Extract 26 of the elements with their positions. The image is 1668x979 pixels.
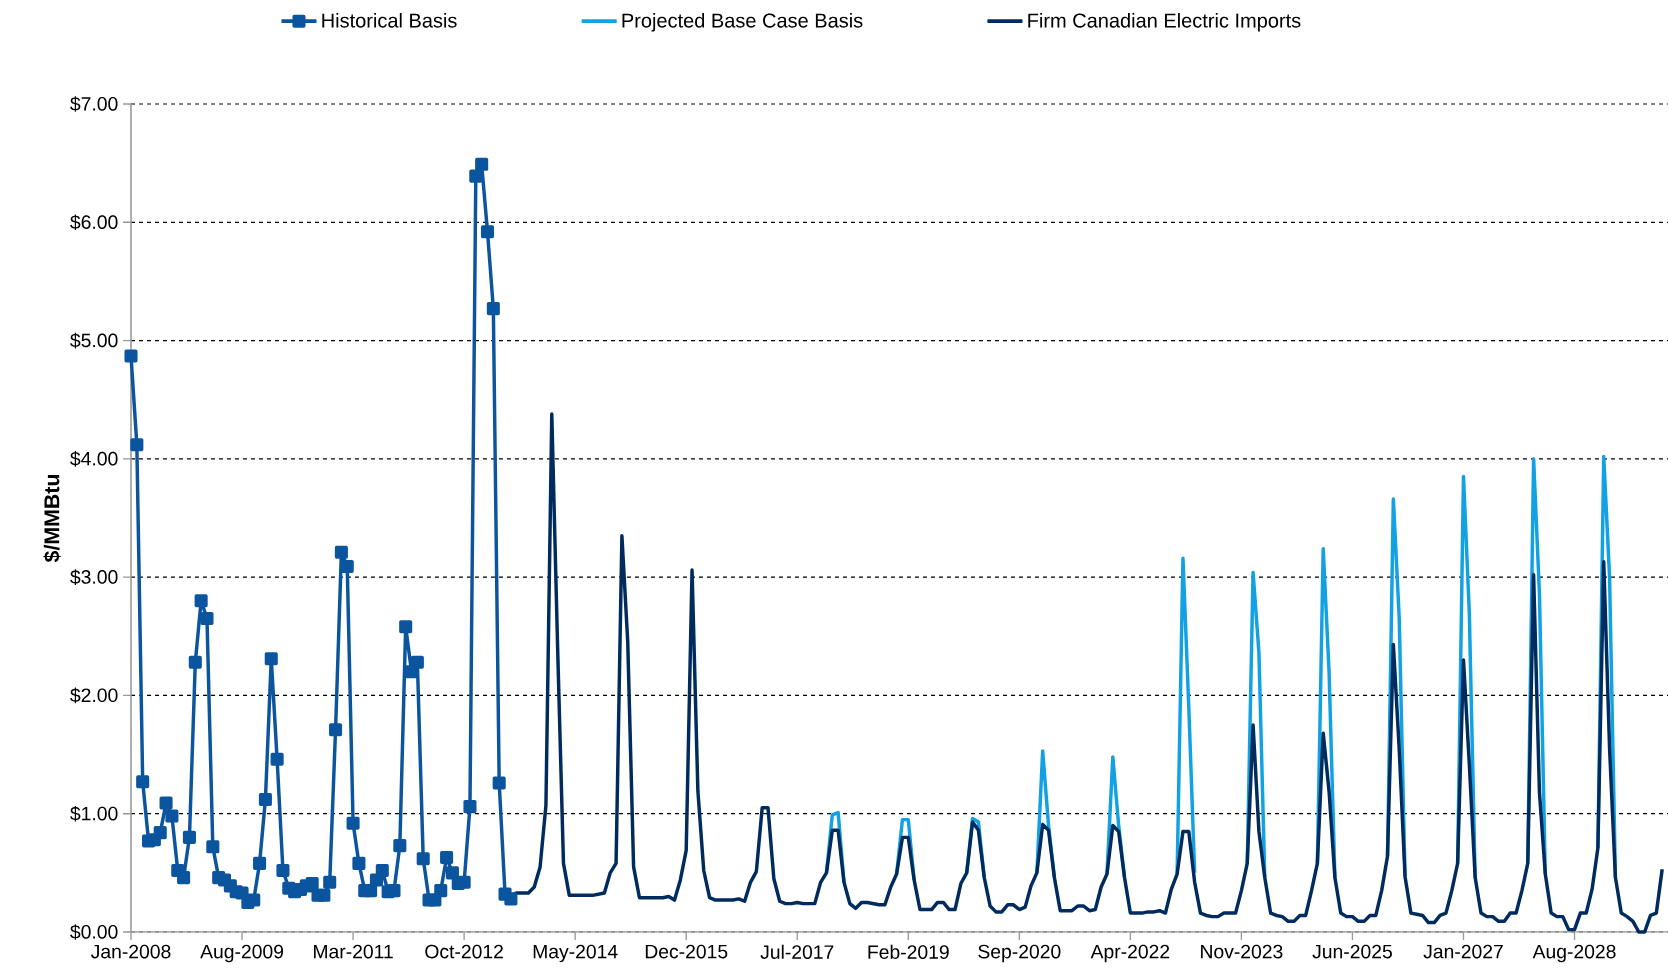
y-tick-label: $4.00	[70, 451, 118, 467]
x-tick-label: Apr-2022	[1090, 944, 1170, 963]
x-tick-label: Jan-2008	[90, 944, 171, 959]
legend-label: Firm Canadian Electric Imports	[1028, 12, 1301, 32]
legend-label: Projected Base Case Basis	[622, 12, 863, 32]
x-tick-label: Nov-2023	[1201, 944, 1283, 959]
x-tick-label: Jun-2025	[1312, 944, 1392, 959]
y-tick-label: $3.00	[70, 569, 118, 585]
x-tick-label: Jan-2027	[1423, 944, 1503, 959]
x-tick-label: Mar-2011	[314, 944, 393, 959]
y-tick-label: $6.00	[70, 214, 118, 231]
x-tick-label: May-2014	[533, 944, 618, 963]
y-tick-label: $0.00	[70, 924, 118, 940]
x-tick-label: Feb-2019	[868, 944, 949, 959]
x-tick-label: Aug-2028	[1532, 944, 1616, 963]
y-tick-label: $1.00	[70, 805, 118, 822]
x-tick-label: Oct-2012	[425, 944, 503, 959]
x-tick-label: Dec-2015	[645, 944, 728, 959]
y-axis-title: $/MMBtu	[43, 474, 61, 563]
x-tick-label: Jul-2017	[760, 944, 834, 959]
x-tick-label: Sep-2020	[978, 944, 1061, 963]
legend-label: Historical Basis	[322, 12, 457, 28]
y-tick-label: $2.00	[70, 687, 118, 704]
y-tick-label: $7.00	[70, 96, 118, 112]
y-tick-label: $5.00	[70, 332, 118, 349]
x-tick-label: Aug-2009	[200, 944, 284, 963]
